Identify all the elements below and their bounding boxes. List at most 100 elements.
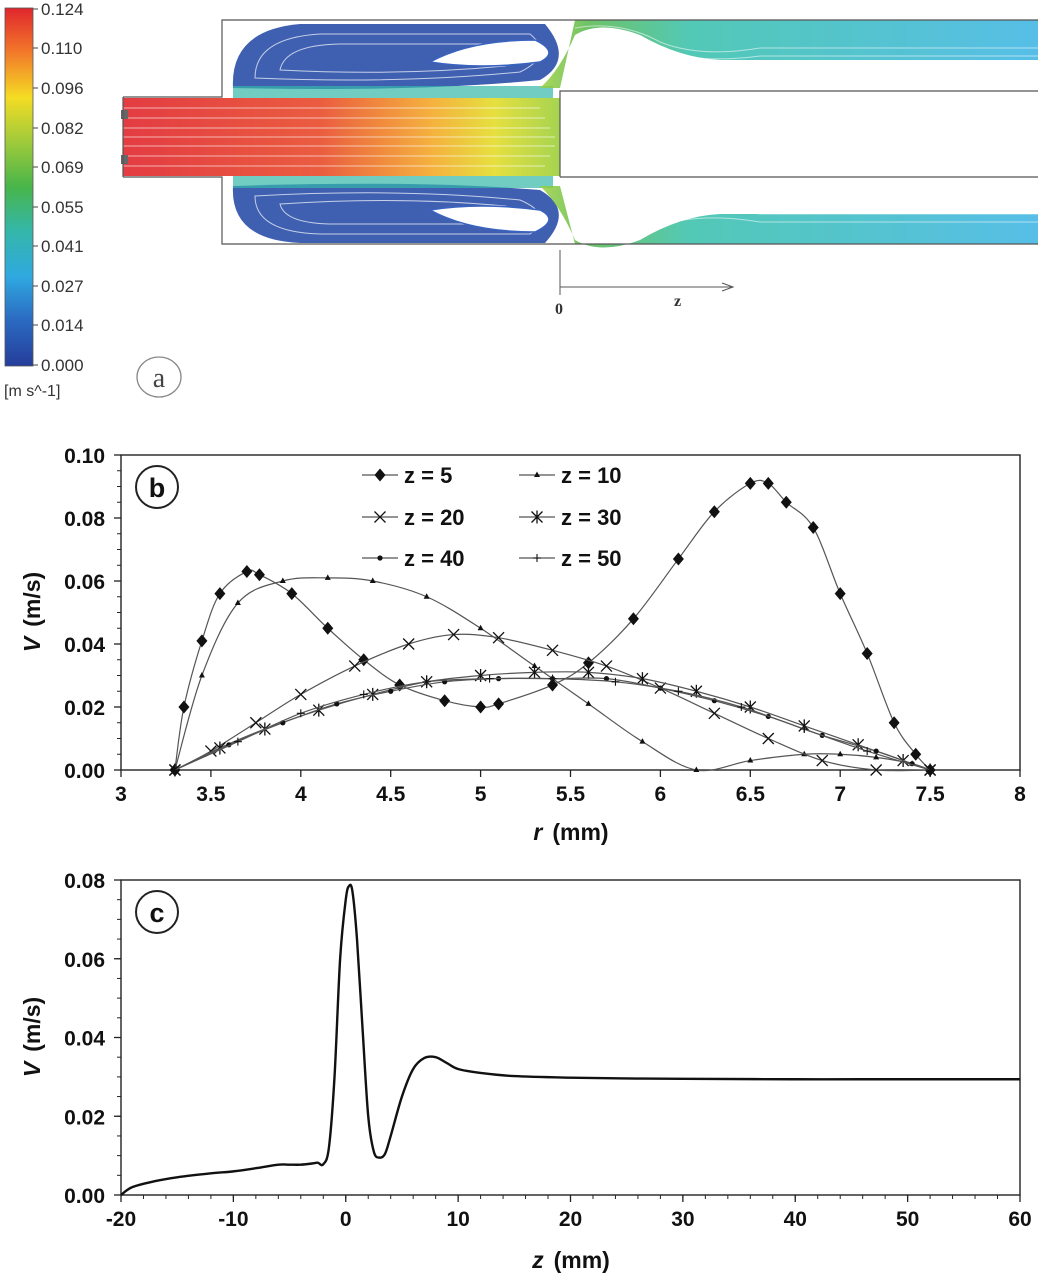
upper-vortex — [232, 24, 559, 89]
data-point-x — [348, 660, 361, 673]
data-point-dot — [388, 688, 394, 694]
legend-label: z = 20 — [404, 505, 465, 530]
data-point-diamond — [780, 495, 792, 509]
y-tick-label: 0.06 — [64, 571, 105, 594]
data-point-diamond — [196, 634, 208, 648]
origin-label: 0 — [555, 301, 563, 318]
y-tick-label: 0.02 — [64, 697, 105, 720]
data-point-asterisk — [636, 672, 649, 686]
y-tick-label: 0.08 — [64, 870, 105, 893]
plot-frame — [120, 879, 1021, 1196]
y-tick-label: 0.10 — [64, 445, 105, 468]
y-tick-label: 0.00 — [64, 760, 105, 783]
x-tick-label: -20 — [106, 1208, 136, 1231]
data-point-diamond — [439, 694, 451, 708]
data-point-plus — [233, 737, 242, 746]
data-point-plus — [359, 690, 368, 699]
x-tick-label: 20 — [559, 1208, 582, 1231]
legend-marker-asterisk — [531, 510, 543, 524]
x-ticks: -20 -10 0 10 20 30 40 50 60 — [106, 1195, 1032, 1231]
data-point-plus — [296, 709, 305, 718]
x-tick-label: -10 — [218, 1208, 248, 1231]
plot-frame — [120, 454, 1021, 771]
data-point-plus — [737, 703, 746, 711]
colorbar-tick-label: 0.124 — [41, 0, 84, 19]
x-tick-label: 10 — [446, 1208, 469, 1231]
x-tick-label: 7.5 — [915, 783, 945, 806]
series-lines — [168, 476, 937, 777]
x-tick-label: 5 — [475, 783, 487, 806]
legend-label: z = 40 — [404, 546, 465, 571]
data-point-dot — [873, 748, 879, 754]
colorbar-tick-label: 0.014 — [41, 316, 84, 335]
z-axis-marker — [559, 250, 735, 295]
y-axis-label: V(m/s) — [19, 997, 45, 1077]
y-tick-label: 0.04 — [64, 634, 105, 657]
data-point-triangle — [531, 662, 538, 669]
x-tick-label: 3 — [115, 783, 127, 806]
x-tick-label: 40 — [784, 1208, 807, 1231]
legend-marker-diamond — [374, 468, 386, 482]
legend-label: z = 50 — [561, 546, 622, 571]
data-point-triangle — [585, 700, 592, 706]
data-point-triangle — [477, 624, 484, 631]
y-tick-label: 0.00 — [64, 1185, 105, 1208]
x-tick-label: 3.5 — [196, 783, 226, 806]
series-lines — [120, 883, 1020, 1196]
data-point-triangle — [324, 574, 331, 580]
data-point-diamond — [178, 700, 190, 714]
data-point-diamond — [861, 646, 873, 660]
colorbar-ticks: 0.124 0.110 0.096 0.082 0.069 0.055 0.04… — [33, 0, 84, 375]
data-point-plus — [800, 725, 809, 734]
z-axis-label: z — [674, 293, 681, 310]
colorbar — [4, 7, 34, 367]
data-point-diamond — [627, 612, 639, 626]
legend-label: z = 10 — [561, 463, 622, 488]
data-point-asterisk — [582, 665, 595, 679]
data-point-x — [447, 628, 460, 641]
legend-marker-triangle — [534, 471, 540, 477]
data-point-triangle — [234, 599, 241, 606]
data-point-diamond — [762, 476, 774, 490]
data-point-diamond — [493, 697, 505, 711]
legend-label: z = 5 — [404, 463, 452, 488]
data-point-x — [546, 644, 559, 657]
data-point-triangle — [873, 753, 880, 760]
x-tick-label: 4 — [295, 783, 307, 806]
y-axis-label: V(m/s) — [19, 572, 45, 652]
data-point-plus — [926, 766, 935, 774]
data-point-x — [762, 732, 775, 745]
colorbar-tick-label: 0.027 — [41, 277, 84, 296]
series-line-5 — [174, 677, 931, 771]
data-point-plus — [674, 687, 683, 696]
colorbar-tick-label: 0.110 — [41, 39, 82, 58]
data-point-diamond — [253, 568, 265, 582]
x-axis-label: r (mm) — [533, 819, 608, 845]
x-tick-label: 60 — [1008, 1208, 1031, 1231]
data-point-x — [816, 754, 829, 767]
x-tick-label: 4.5 — [376, 783, 406, 806]
data-point-triangle — [693, 766, 700, 772]
outlet-upper — [540, 20, 1038, 88]
panel-b: 3 3.5 4 4.5 5 5.5 6 6.5 7 7.5 8 0.000.020.040.060.… — [19, 445, 1026, 845]
colorbar-tick-label: 0.000 — [41, 356, 84, 375]
data-point-diamond — [672, 552, 684, 566]
data-point-plus — [485, 674, 494, 683]
geometry-walls — [122, 19, 1038, 245]
x-ticks: 3 3.5 4 4.5 5 5.5 6 6.5 7 7.5 8 — [115, 770, 1026, 806]
y-tick-label: 0.02 — [64, 1106, 105, 1129]
panel-b-label: b — [149, 473, 166, 503]
data-point-x — [294, 688, 307, 701]
colorbar-tick-label: 0.096 — [41, 79, 84, 98]
data-point-x — [402, 638, 415, 650]
x-tick-label: 30 — [671, 1208, 694, 1231]
colorbar-tick-label: 0.041 — [41, 237, 84, 256]
x-axis-label: z (mm) — [531, 1247, 610, 1273]
data-point-diamond — [322, 621, 334, 635]
data-point-plus — [863, 747, 872, 756]
colorbar-tick-label: 0.082 — [41, 119, 84, 138]
legend-marker-plus — [533, 554, 541, 562]
data-point-diamond — [286, 587, 298, 601]
data-point-diamond — [888, 716, 900, 730]
